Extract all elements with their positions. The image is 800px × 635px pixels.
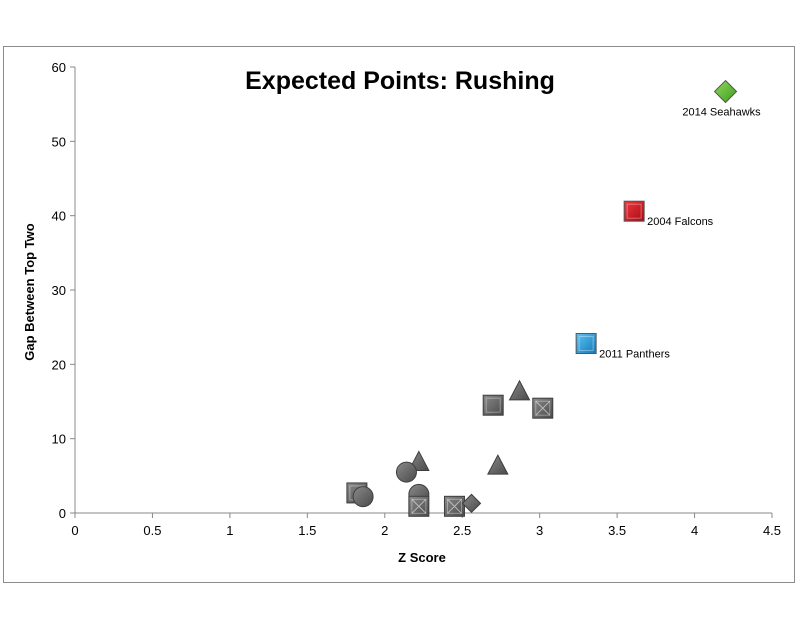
marker-bevel: [535, 400, 551, 416]
data-point-diamond: [461, 493, 482, 514]
chart-title: Expected Points: Rushing: [245, 67, 555, 95]
data-point-circle: [352, 486, 374, 508]
data-points: [346, 79, 738, 517]
marker-bevel: [485, 397, 501, 413]
data-point-2004-falcons: [623, 200, 645, 222]
marker-square: [623, 200, 645, 222]
data-point-2014-seahawks: [713, 79, 738, 104]
point-labels: 2014 Seahawks 2004 Falcons 2011 Panthers: [599, 107, 761, 361]
marker-diamond: [713, 79, 738, 104]
data-point-2011-panthers: [575, 333, 597, 355]
marker-triangle: [508, 379, 531, 401]
y-tick-label: 10: [52, 432, 66, 447]
y-tick-label: 60: [52, 60, 66, 75]
marker-triangle: [487, 454, 509, 475]
x-tick-label: 1.5: [298, 523, 316, 538]
marker-circle: [395, 461, 417, 483]
marker-cross: [447, 498, 462, 514]
x-tick-label: 4.5: [763, 523, 781, 538]
x-tick-label: 4: [691, 523, 698, 538]
marker-circle: [352, 486, 374, 508]
marker-diamond: [461, 493, 482, 514]
marker-cross: [411, 498, 427, 514]
point-label: 2004 Falcons: [647, 216, 714, 228]
marker-cross: [535, 400, 551, 416]
x-tick-label: 3.5: [608, 523, 626, 538]
data-point-square-x: [532, 397, 554, 419]
x-tick-label: 0: [71, 523, 78, 538]
marker-bevel: [626, 203, 642, 219]
chart-frame: Expected Points: Rushing 0 0.5 1 1.5 2 2.5 3 3.…: [3, 46, 795, 583]
x-axis-title: Z Score: [398, 550, 446, 565]
x-tick-labels: 0 0.5 1 1.5 2 2.5 3 3.5 4 4.5: [71, 523, 781, 538]
x-tick-label: 3: [536, 523, 543, 538]
y-tick-label: 20: [52, 357, 66, 372]
marker-square: [482, 394, 504, 416]
axes: [70, 66, 773, 518]
data-point-triangle: [508, 379, 531, 401]
data-point-triangle: [487, 454, 509, 475]
point-label: 2011 Panthers: [599, 349, 670, 361]
x-tick-label: 0.5: [143, 523, 161, 538]
marker-bevel: [446, 498, 462, 514]
data-point-square-x: [408, 495, 430, 517]
scatter-chart: Expected Points: Rushing 0 0.5 1 1.5 2 2.5 3 3.…: [22, 60, 781, 565]
data-point-square: [482, 394, 504, 416]
data-point-circle: [395, 461, 417, 483]
x-tick-label: 1: [226, 523, 233, 538]
data-point-square-x: [443, 495, 465, 517]
y-tick-label: 30: [52, 283, 66, 298]
marker-square: [575, 333, 597, 355]
y-tick-labels: 0 10 20 30 40 50 60: [52, 60, 66, 521]
x-tick-label: 2: [381, 523, 388, 538]
y-tick-label: 50: [52, 134, 66, 149]
y-axis-title: Gap Between Top Two: [22, 223, 37, 361]
point-label: 2014 Seahawks: [682, 107, 761, 119]
x-tick-label: 2.5: [453, 523, 471, 538]
marker-bevel: [411, 498, 427, 514]
y-tick-label: 40: [52, 209, 66, 224]
y-tick-label: 0: [59, 506, 66, 521]
marker-bevel: [578, 336, 594, 352]
